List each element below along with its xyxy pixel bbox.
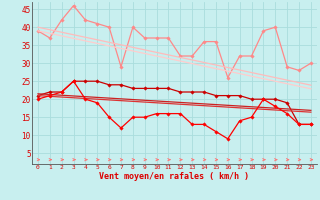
X-axis label: Vent moyen/en rafales ( km/h ): Vent moyen/en rafales ( km/h ) [100,172,249,181]
